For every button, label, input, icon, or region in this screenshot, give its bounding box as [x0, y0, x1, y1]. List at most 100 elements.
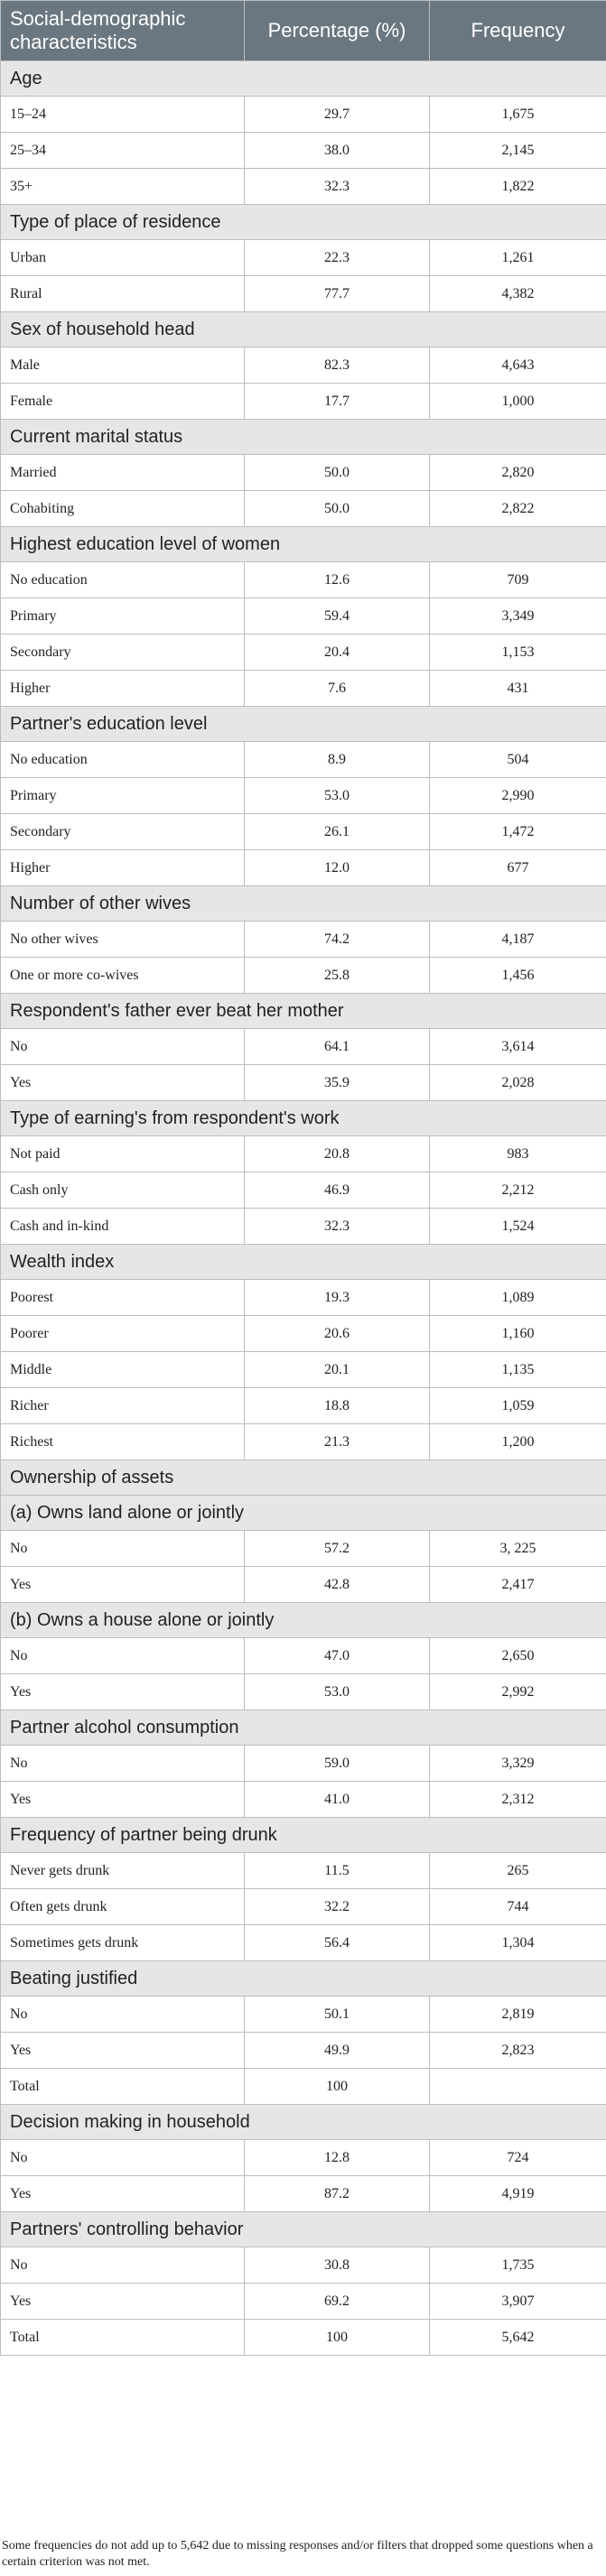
table-row: Female 17.7 1,000: [0, 383, 606, 420]
section-label: Number of other wives: [0, 885, 606, 922]
table-row: Secondary 20.4 1,153: [0, 634, 606, 671]
row-frequency: 1,472: [429, 813, 606, 850]
row-label: Married: [0, 454, 245, 491]
section-header-row: Sex of household head: [0, 311, 606, 347]
row-frequency: 1,456: [429, 957, 606, 994]
row-frequency: 1,160: [429, 1315, 606, 1352]
table-row: Richer 18.8 1,059: [0, 1387, 606, 1424]
row-percentage: 20.8: [244, 1135, 430, 1172]
section-label: Partner alcohol consumption: [0, 1710, 606, 1746]
row-label: Female: [0, 383, 245, 420]
row-frequency: 4,382: [429, 275, 606, 312]
row-label: Yes: [0, 1781, 245, 1818]
row-label: Urban: [0, 239, 245, 276]
row-frequency: 2,822: [429, 490, 606, 527]
row-frequency: 1,153: [429, 634, 606, 671]
table-row: Yes 53.0 2,992: [0, 1673, 606, 1710]
table-row: No 47.0 2,650: [0, 1637, 606, 1674]
row-percentage: 30.8: [244, 2247, 430, 2284]
row-percentage: 82.3: [244, 347, 430, 384]
row-label: Richest: [0, 1423, 245, 1460]
row-percentage: 57.2: [244, 1530, 430, 1567]
row-percentage: 32.3: [244, 1208, 430, 1245]
row-frequency: 2,312: [429, 1781, 606, 1818]
row-percentage: 21.3: [244, 1423, 430, 1460]
row-label: Cash only: [0, 1172, 245, 1209]
row-percentage: 53.0: [244, 1673, 430, 1710]
table-row: No 59.0 3,329: [0, 1745, 606, 1782]
row-label: Poorest: [0, 1279, 245, 1316]
row-percentage: 12.8: [244, 2139, 430, 2176]
row-percentage: 38.0: [244, 132, 430, 169]
row-percentage: 19.3: [244, 1279, 430, 1316]
row-percentage: 17.7: [244, 383, 430, 420]
table-row: Yes 42.8 2,417: [0, 1566, 606, 1603]
section-header-row: Current marital status: [0, 419, 606, 455]
section-label: (b) Owns a house alone or jointly: [0, 1602, 606, 1638]
row-label: Primary: [0, 598, 245, 635]
row-label: No: [0, 2139, 245, 2176]
row-label: Never gets drunk: [0, 1852, 245, 1889]
table-row: No 64.1 3,614: [0, 1028, 606, 1065]
table-row: No 30.8 1,735: [0, 2247, 606, 2284]
demographics-table: Social-demographic characteristics Perce…: [0, 0, 606, 2356]
table-row: Primary 59.4 3,349: [0, 598, 606, 635]
table-row: Sometimes gets drunk 56.4 1,304: [0, 1924, 606, 1961]
row-percentage: 50.1: [244, 1996, 430, 2033]
row-percentage: 74.2: [244, 921, 430, 958]
row-label: Yes: [0, 2032, 245, 2069]
row-label: Cash and in-kind: [0, 1208, 245, 1245]
table-row: Total 100 5,642: [0, 2319, 606, 2356]
row-frequency: 1,059: [429, 1387, 606, 1424]
row-label: 35+: [0, 168, 245, 205]
row-frequency: [429, 2068, 606, 2105]
table-row: No education 12.6 709: [0, 561, 606, 598]
row-frequency: 1,735: [429, 2247, 606, 2284]
row-percentage: 18.8: [244, 1387, 430, 1424]
section-header-row: Partner's education level: [0, 706, 606, 742]
row-percentage: 26.1: [244, 813, 430, 850]
row-percentage: 20.6: [244, 1315, 430, 1352]
row-frequency: 677: [429, 849, 606, 886]
row-label: Primary: [0, 777, 245, 814]
row-frequency: 5,642: [429, 2319, 606, 2356]
row-label: Yes: [0, 1064, 245, 1101]
table-row: Yes 35.9 2,028: [0, 1064, 606, 1101]
header-characteristics: Social-demographic characteristics: [0, 0, 245, 61]
row-percentage: 100: [244, 2068, 430, 2105]
section-header-row: (a) Owns land alone or jointly: [0, 1495, 606, 1531]
section-label: Highest education level of women: [0, 526, 606, 562]
row-label: Yes: [0, 1673, 245, 1710]
row-frequency: 1,089: [429, 1279, 606, 1316]
section-header-row: Frequency of partner being drunk: [0, 1817, 606, 1853]
table-row: Yes 41.0 2,312: [0, 1781, 606, 1818]
row-percentage: 12.0: [244, 849, 430, 886]
row-frequency: 1,261: [429, 239, 606, 276]
row-frequency: 4,919: [429, 2175, 606, 2212]
row-percentage: 29.7: [244, 96, 430, 133]
table-row: Never gets drunk 11.5 265: [0, 1852, 606, 1889]
row-percentage: 46.9: [244, 1172, 430, 1209]
row-label: Yes: [0, 2175, 245, 2212]
row-frequency: 744: [429, 1888, 606, 1925]
table-row: Primary 53.0 2,990: [0, 777, 606, 814]
row-label: No other wives: [0, 921, 245, 958]
row-label: No: [0, 2247, 245, 2284]
table-row: Married 50.0 2,820: [0, 454, 606, 491]
section-header-row: Highest education level of women: [0, 526, 606, 562]
row-percentage: 42.8: [244, 1566, 430, 1603]
row-frequency: 2,819: [429, 1996, 606, 2033]
table-row: Secondary 26.1 1,472: [0, 813, 606, 850]
table-row: Cash only 46.9 2,212: [0, 1172, 606, 1209]
row-label: No: [0, 1028, 245, 1065]
row-percentage: 100: [244, 2319, 430, 2356]
row-frequency: 1,000: [429, 383, 606, 420]
section-header-row: Ownership of assets: [0, 1459, 606, 1496]
row-label: Secondary: [0, 813, 245, 850]
row-label: Middle: [0, 1351, 245, 1388]
row-label: Rural: [0, 275, 245, 312]
section-header-row: Number of other wives: [0, 885, 606, 922]
row-percentage: 69.2: [244, 2283, 430, 2320]
header-frequency: Frequency: [429, 0, 606, 61]
section-header-row: Partner alcohol consumption: [0, 1710, 606, 1746]
